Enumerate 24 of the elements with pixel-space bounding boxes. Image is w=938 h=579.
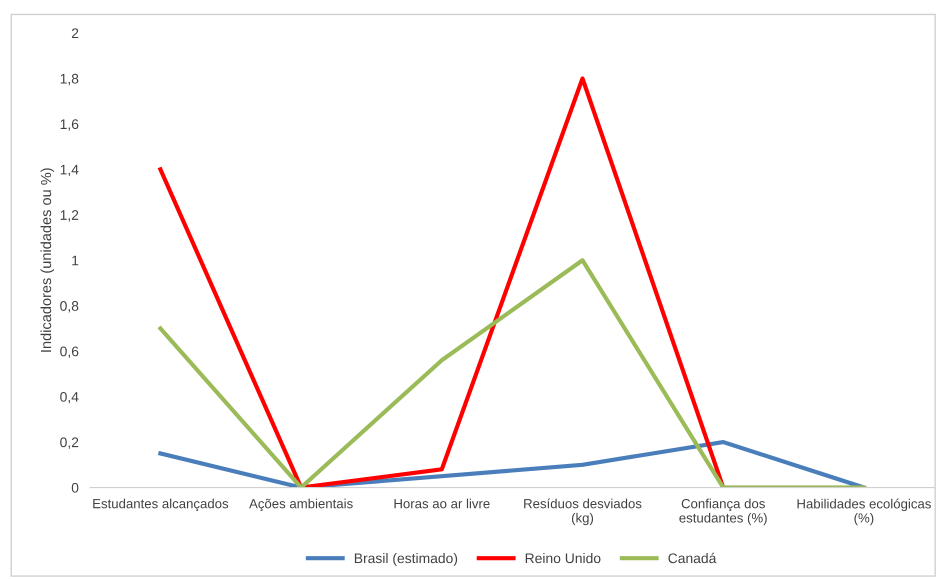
line-series — [158, 258, 866, 488]
x-tick-label: Ações ambientais — [249, 498, 353, 511]
y-axis-title: Indicadores (unidades ou %) — [40, 168, 54, 352]
x-tick-label: Confiança dos estudantes (%) — [679, 498, 767, 526]
line-series — [158, 440, 866, 488]
y-tick-label: 1,6 — [60, 119, 78, 131]
legend-label: Canadá — [668, 552, 716, 564]
y-tick-label: 0,8 — [60, 301, 78, 313]
y-tick-label: 0,6 — [60, 346, 78, 358]
x-tick-label: Estudantes alcançados — [93, 498, 228, 511]
x-tick-label: Habilidades ecológicas (%) — [798, 498, 931, 526]
x-tick-label: Resíduos desviados (kg) — [524, 498, 642, 526]
y-tick-label: 1,2 — [60, 210, 78, 222]
y-tick-label: 1,4 — [60, 164, 79, 176]
x-tick-label: Horas ao ar livre — [394, 498, 490, 508]
y-tick-label: 1 — [72, 256, 78, 266]
y-tick-label: 0,4 — [60, 392, 79, 404]
y-tick-label: 1,8 — [60, 74, 78, 86]
y-tick-label: 0,2 — [60, 437, 78, 449]
legend-label: Brasil (estimado) — [354, 552, 458, 566]
y-tick-label: 2 — [72, 28, 78, 38]
line-series — [158, 76, 726, 488]
legend-label: Reino Unido — [526, 552, 600, 564]
y-tick-label: 0 — [72, 482, 78, 493]
